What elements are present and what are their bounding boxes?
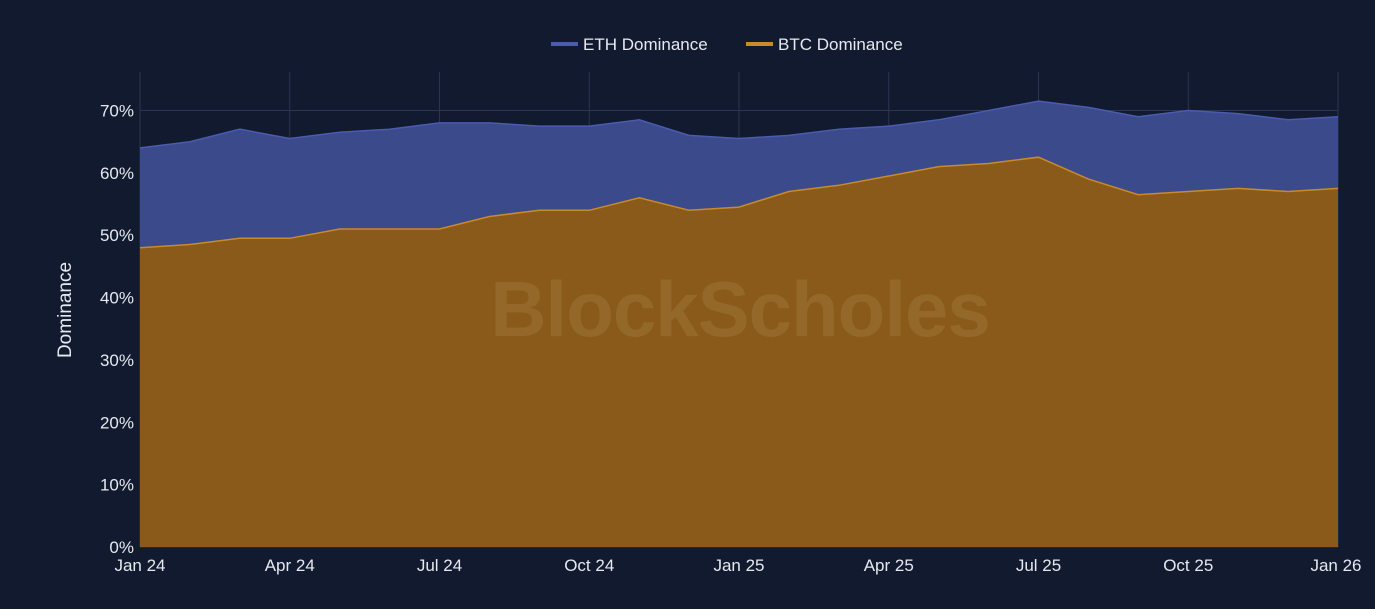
area-btc-dominance — [140, 157, 1338, 547]
x-tick-label: Jan 24 — [114, 556, 165, 575]
legend-item-btc-dominance[interactable]: BTC Dominance — [746, 35, 903, 54]
x-tick-label: Jan 25 — [713, 556, 764, 575]
y-tick-label: 0% — [109, 538, 134, 557]
x-axis-ticks: Jan 24 Apr 24 Jul 24 Oct 24 Jan 25 Apr 25 Jul … — [114, 556, 1361, 575]
legend[interactable]: ETH Dominance BTC Dominance — [551, 35, 903, 54]
line-eth-dominance — [139, 100, 1339, 149]
legend-label: ETH Dominance — [583, 35, 708, 54]
legend-label: BTC Dominance — [778, 35, 903, 54]
y-tick-label: 60% — [100, 164, 134, 183]
y-tick-label: 20% — [100, 413, 134, 432]
x-tick-label: Apr 24 — [265, 556, 315, 575]
y-axis-title: Dominance — [55, 262, 76, 358]
series-areas — [139, 100, 1339, 547]
watermark-text: BlockScholes — [490, 265, 990, 353]
line-btc-dominance — [139, 156, 1339, 249]
y-tick-label: 70% — [100, 101, 134, 120]
y-tick-label: 50% — [100, 226, 134, 245]
x-tick-label: Jul 25 — [1016, 556, 1061, 575]
y-tick-label: 30% — [100, 351, 134, 370]
legend-item-eth-dominance[interactable]: ETH Dominance — [551, 35, 708, 54]
x-tick-label: Oct 24 — [564, 556, 614, 575]
y-axis-ticks: 0% 10% 20% 30% 40% 50% 60% 70% — [100, 101, 134, 557]
y-tick-label: 40% — [100, 289, 134, 308]
x-tick-label: Apr 25 — [864, 556, 914, 575]
y-tick-label: 10% — [100, 476, 134, 495]
x-tick-label: Oct 25 — [1163, 556, 1213, 575]
x-tick-label: Jan 26 — [1310, 556, 1361, 575]
x-tick-label: Jul 24 — [417, 556, 462, 575]
